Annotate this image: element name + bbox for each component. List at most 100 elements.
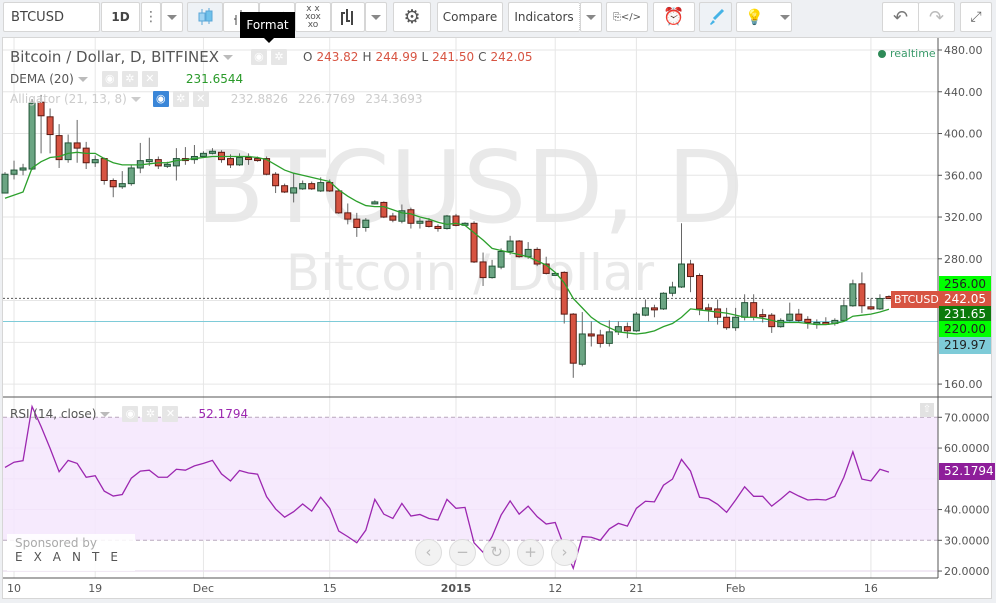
format-tooltip: Format [240, 12, 295, 43]
rsi-title[interactable]: RSI (14, close) [10, 407, 97, 421]
zoom-out-button[interactable]: − [449, 539, 476, 566]
redo-icon[interactable]: ↷ [918, 2, 955, 32]
eye-icon[interactable]: ◉ [122, 406, 139, 422]
candles-icon[interactable] [187, 2, 223, 32]
price-tick-label: 400.00 [944, 128, 983, 141]
candle [659, 292, 667, 310]
gear-icon[interactable]: ⚙ [393, 2, 431, 32]
candle-body [632, 313, 640, 332]
interval-dropdown[interactable] [161, 2, 183, 32]
brush-icon[interactable] [699, 2, 732, 32]
chevron-down-icon[interactable] [222, 54, 233, 60]
candle [181, 147, 189, 165]
candle-body [605, 331, 613, 344]
time-tick-label: 12 [548, 582, 562, 595]
kagi-glyph [341, 9, 353, 25]
candle-body [560, 271, 568, 315]
candle [569, 313, 577, 378]
brush-glyph [709, 8, 724, 25]
candle-body [46, 116, 54, 136]
chevron-down-icon [371, 14, 381, 20]
undo-icon[interactable]: ↶ [882, 2, 919, 32]
candle [272, 172, 280, 194]
candle [605, 320, 613, 347]
more-icon[interactable]: ⋮ [141, 2, 161, 32]
time-tick-label: 19 [88, 582, 102, 595]
candle [696, 273, 704, 316]
sponsor-box[interactable]: Sponsored by EXANTE [7, 534, 135, 571]
gear-icon[interactable]: ✲ [270, 49, 287, 65]
candle [497, 248, 505, 270]
chevron-down-icon[interactable] [77, 76, 88, 82]
symbol-input[interactable]: BTCUSD [3, 2, 100, 32]
eye-icon[interactable]: ◉ [101, 71, 118, 87]
candle [28, 99, 36, 171]
symbol-title[interactable]: Bitcoin / Dollar, D, BITFINEX [10, 48, 219, 66]
candle [668, 281, 676, 297]
candle-body [596, 334, 604, 344]
candle [723, 307, 731, 330]
candle [46, 108, 54, 154]
scroll-right-button[interactable]: › [551, 539, 578, 566]
price-tick-label: 320.00 [944, 211, 983, 224]
candle-body [470, 222, 478, 263]
fullscreen-icon[interactable]: ⤢ [960, 2, 992, 32]
alert-icon[interactable]: ⏰ [653, 2, 695, 32]
main-legend: Bitcoin / Dollar, D, BITFINEX ◉ ✲ O 243.8… [10, 48, 533, 66]
eye-icon[interactable]: ◉ [152, 91, 169, 107]
time-tick-label: 21 [629, 582, 643, 595]
chevron-down-icon[interactable] [130, 96, 141, 102]
indicators-button[interactable]: Indicators [508, 2, 580, 32]
zoom-in-button[interactable]: + [517, 539, 544, 566]
point-figure-icon[interactable]: x x xox xo [295, 2, 331, 32]
compare-button[interactable]: Compare [437, 2, 503, 32]
reset-button[interactable]: ↻ [483, 539, 510, 566]
candle [1, 172, 9, 194]
scroll-left-button[interactable]: ‹ [415, 539, 442, 566]
close-icon[interactable]: ✕ [162, 406, 179, 422]
candle [434, 224, 442, 232]
dema-line [4, 151, 890, 335]
price-tick-label: 480.00 [944, 44, 983, 57]
interval-button[interactable]: 1D [101, 2, 140, 32]
gear-icon[interactable]: ✲ [121, 71, 138, 87]
candle-body [55, 135, 63, 161]
candle [533, 247, 541, 267]
candle-body [488, 265, 496, 279]
dema-legend: DEMA (20) ◉ ✲ ✕ 231.6544 [10, 71, 243, 87]
candle-body [497, 250, 505, 268]
candle-body [317, 182, 325, 192]
gear-icon[interactable]: ✲ [142, 406, 159, 422]
close-icon[interactable]: ✕ [141, 71, 158, 87]
kagi-icon[interactable] [331, 2, 365, 32]
candle-body [1, 173, 9, 194]
candle-body [344, 212, 352, 220]
indicators-dropdown[interactable] [580, 2, 602, 32]
candle-body [804, 318, 812, 323]
candle [786, 302, 794, 322]
candle-body [678, 263, 685, 288]
candle-body [551, 272, 559, 276]
chart-type-dropdown[interactable] [365, 2, 387, 32]
alligator-title[interactable]: Alligator (21, 13, 8) [10, 92, 127, 106]
alligator-legend: Alligator (21, 13, 8) ◉ ✲ ✕ 232.8826 226.7… [10, 91, 423, 107]
dema-title[interactable]: DEMA (20) [10, 72, 74, 86]
chevron-down-icon[interactable] [100, 411, 111, 417]
candle-body [587, 333, 595, 337]
close-icon[interactable]: ✕ [192, 91, 209, 107]
candle [804, 316, 812, 329]
price-tick-label: 360.00 [944, 169, 983, 182]
candle-body [578, 333, 586, 365]
price-tick-label: 440.00 [944, 86, 983, 99]
candle [407, 207, 415, 229]
eye-icon[interactable]: ◉ [250, 49, 267, 65]
bulb-icon[interactable]: 💡 [736, 2, 792, 32]
ohlc-open: 243.82 [316, 50, 359, 64]
gear-icon[interactable]: ✲ [172, 91, 189, 107]
script-icon[interactable]: ⎘</> [606, 2, 648, 32]
maximize-pane-icon[interactable]: ⇧ [920, 403, 934, 417]
realtime-label: realtime [890, 47, 936, 60]
candle-body [795, 313, 803, 321]
candle-body [10, 169, 18, 175]
